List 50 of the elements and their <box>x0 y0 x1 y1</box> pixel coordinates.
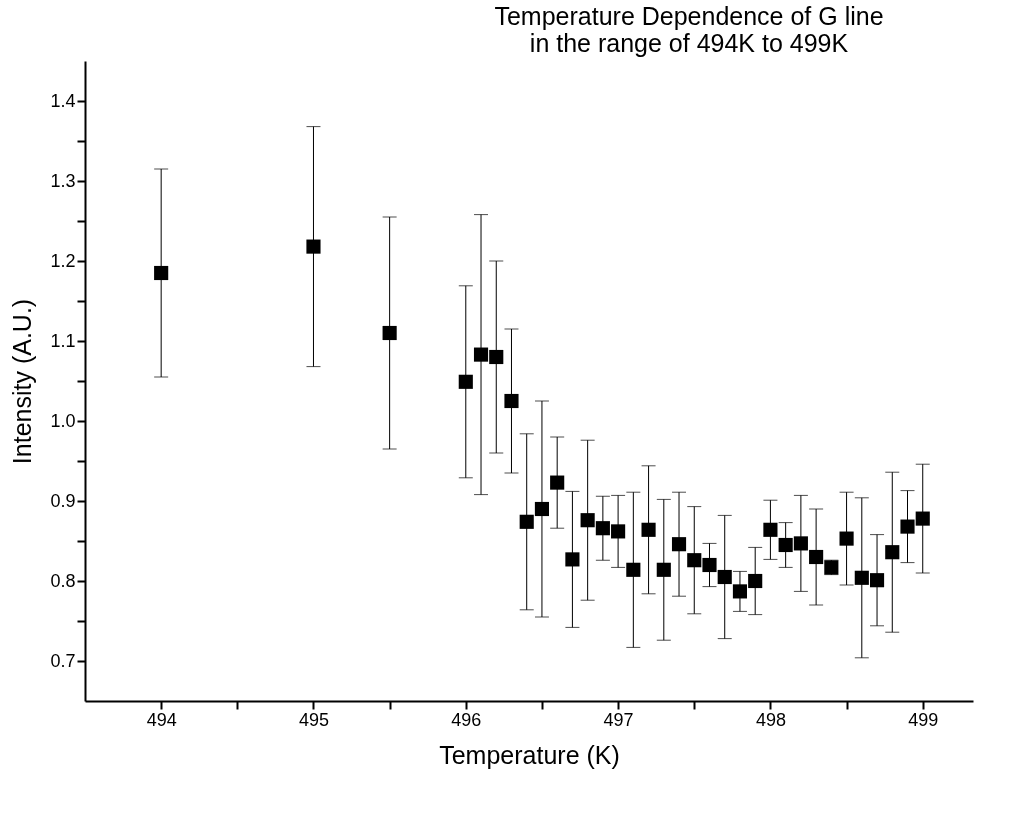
point <box>869 573 885 588</box>
point <box>611 524 626 539</box>
point <box>885 545 900 560</box>
point <box>504 393 519 409</box>
point <box>702 557 717 573</box>
y-axis-title: Intensity (A.U.) <box>8 298 37 465</box>
point <box>565 552 580 567</box>
x-tick-label: 496 <box>451 709 482 730</box>
x-tick-label: 497 <box>603 709 634 730</box>
point <box>748 573 763 589</box>
point <box>778 537 793 553</box>
point <box>809 549 824 565</box>
point <box>580 513 595 528</box>
point <box>473 347 489 362</box>
point <box>839 531 854 546</box>
chart-title: Temperature Dependence of G line in the range of 494K to 499K <box>494 2 884 57</box>
y-tick-label: 0.8 <box>50 570 76 591</box>
point <box>656 562 671 577</box>
y-tick-label: 0.9 <box>50 490 76 511</box>
x-tick-label: 498 <box>755 709 786 730</box>
point <box>519 514 534 529</box>
point <box>306 239 321 254</box>
point <box>854 570 869 585</box>
point <box>534 501 550 517</box>
point <box>641 522 656 537</box>
x-tick-label: 495 <box>298 709 329 730</box>
point <box>732 584 748 599</box>
point <box>489 349 504 365</box>
point <box>595 521 610 536</box>
point <box>900 519 915 534</box>
x-tick-label: 499 <box>908 709 939 730</box>
y-tick-label: 1.3 <box>50 170 76 191</box>
point <box>626 562 641 577</box>
point <box>550 475 565 490</box>
x-axis-title: Temperature (K) <box>439 740 620 769</box>
point <box>458 374 473 389</box>
x-tick-label: 494 <box>146 709 177 730</box>
point <box>154 265 169 281</box>
point <box>717 569 732 585</box>
point <box>382 325 397 341</box>
point <box>793 536 808 551</box>
y-tick-label: 1.2 <box>50 250 76 271</box>
point <box>687 553 702 568</box>
y-tick-label: 0.7 <box>50 650 76 671</box>
y-tick-label: 1.1 <box>50 330 76 351</box>
y-tick-label: 1.0 <box>50 410 76 431</box>
point <box>671 537 687 552</box>
point <box>915 511 930 526</box>
point <box>763 522 778 537</box>
y-tick-label: 1.4 <box>50 90 76 111</box>
